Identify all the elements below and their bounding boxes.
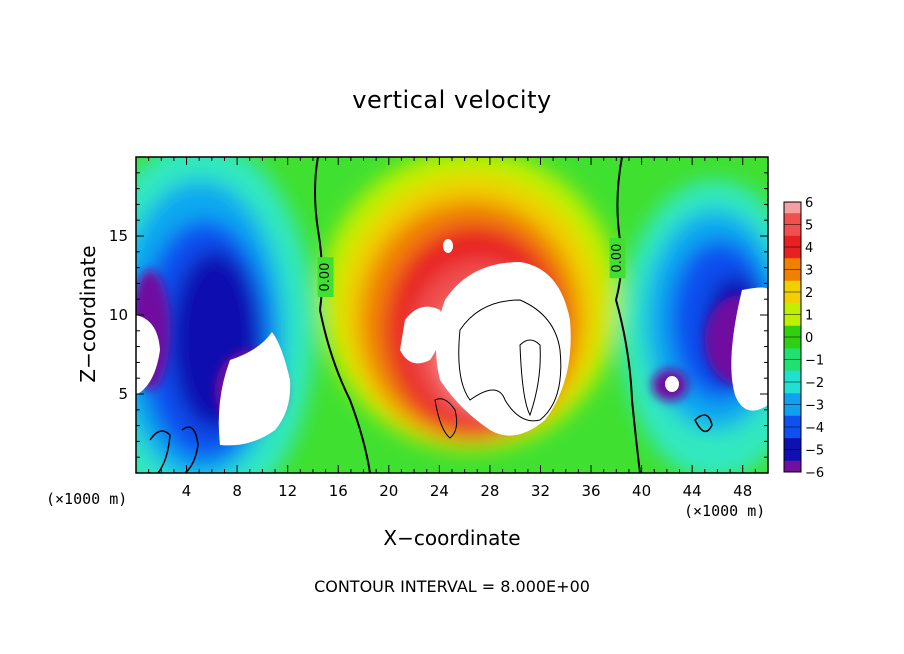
x-tick-label: 40 bbox=[632, 482, 651, 500]
colorbar-swatch bbox=[784, 269, 801, 282]
chart-title: vertical velocity bbox=[352, 86, 552, 114]
x-tick-label: 44 bbox=[683, 482, 702, 500]
colorbar-swatch bbox=[784, 314, 801, 327]
colorbar-label: −1 bbox=[805, 354, 824, 369]
colorbar-label: 5 bbox=[805, 219, 813, 234]
colorbar-swatch bbox=[784, 280, 801, 293]
colorbar-swatch bbox=[784, 427, 801, 439]
colorbar-label: −6 bbox=[805, 466, 824, 481]
x-tick-label: 4 bbox=[182, 482, 192, 500]
colorbar-swatch bbox=[784, 224, 801, 237]
colorbar-swatch bbox=[784, 415, 801, 428]
contour-label-bg bbox=[609, 238, 626, 279]
x-tick-label: 20 bbox=[379, 482, 398, 500]
x-tick-label: 8 bbox=[232, 482, 242, 500]
colorbar-swatch bbox=[784, 449, 801, 462]
contour-label: 0.00 bbox=[318, 263, 333, 292]
x-tick-label: 24 bbox=[430, 482, 449, 500]
colorbar-swatch bbox=[784, 382, 801, 394]
colorbar-label: 6 bbox=[805, 196, 813, 211]
y-axis: 5 10 15 bbox=[109, 172, 768, 458]
colorbar-swatch bbox=[784, 202, 801, 214]
x-axis: 4 8 12 16 20 24 28 32 36 40 44 48 bbox=[148, 157, 756, 500]
colorbar-swatch bbox=[784, 393, 801, 405]
y-tick-label: 5 bbox=[118, 385, 128, 403]
x-axis-label: X−coordinate bbox=[383, 526, 521, 550]
y-axis-label: Z−coordinate bbox=[76, 245, 100, 383]
colorbar-swatch bbox=[784, 404, 801, 417]
x-unit-label-left: (×1000 m) bbox=[46, 490, 128, 508]
colorbar-label: 0 bbox=[805, 331, 813, 346]
contour-label-bg bbox=[317, 257, 334, 298]
colorbar-swatch bbox=[784, 370, 801, 383]
colorbar-label: 4 bbox=[805, 241, 813, 256]
colorbar-swatch bbox=[784, 359, 801, 372]
x-tick-label: 48 bbox=[733, 482, 752, 500]
colorbar-label: −4 bbox=[805, 421, 824, 436]
colorbar-swatch bbox=[784, 247, 801, 259]
colorbar-swatch bbox=[784, 292, 801, 304]
colorbar-swatch bbox=[784, 325, 801, 338]
x-unit-label-right: (×1000 m) bbox=[684, 502, 766, 520]
colorbar-label: 2 bbox=[805, 286, 813, 301]
y-tick-label: 10 bbox=[109, 306, 128, 324]
x-tick-label: 28 bbox=[480, 482, 499, 500]
contour-interval-note: CONTOUR INTERVAL = 8.000E+00 bbox=[314, 577, 590, 596]
colorbar-label: 3 bbox=[805, 264, 813, 279]
colorbar-swatch bbox=[784, 235, 801, 248]
x-tick-label: 16 bbox=[329, 482, 348, 500]
colorbar-swatch bbox=[784, 438, 801, 450]
colorbar-label: 1 bbox=[805, 309, 813, 324]
colorbar-swatch bbox=[784, 460, 801, 473]
contour-labels: 0.00 0.00 bbox=[317, 238, 626, 298]
colorbar: 6 5 4 3 2 1 0 −1 −2 −3 −4 −5 −6 bbox=[783, 196, 824, 481]
x-tick-label: 32 bbox=[531, 482, 550, 500]
colorbar-label: −2 bbox=[805, 376, 824, 391]
colorbar-swatch bbox=[784, 213, 801, 225]
colorbar-label: −3 bbox=[805, 399, 824, 414]
colorbar-label: −5 bbox=[805, 444, 824, 459]
contour-label: 0.00 bbox=[610, 244, 625, 273]
x-tick-label: 36 bbox=[581, 482, 600, 500]
x-tick-label: 12 bbox=[278, 482, 297, 500]
colorbar-swatch bbox=[784, 303, 801, 315]
colorbar-swatch bbox=[784, 337, 801, 349]
velocity-field bbox=[136, 157, 768, 473]
colorbar-swatch bbox=[784, 258, 801, 270]
colorbar-swatch bbox=[784, 348, 801, 360]
y-tick-label: 15 bbox=[109, 227, 128, 245]
